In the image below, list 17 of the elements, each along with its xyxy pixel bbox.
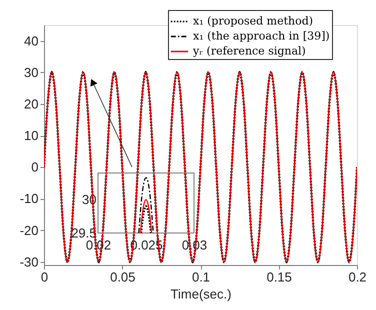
y-tick-label: 20 bbox=[24, 96, 38, 112]
x-tick-label: 0.2 bbox=[348, 270, 367, 284]
y-tick-label: -30 bbox=[20, 254, 38, 270]
x-tick-label: 0 bbox=[40, 270, 48, 284]
y-tick-label: 30 bbox=[24, 64, 38, 80]
y-tick-label: 10 bbox=[24, 128, 38, 144]
x-tick-label: 0.1 bbox=[192, 270, 210, 284]
legend-label: x₁ (proposed method) bbox=[193, 14, 314, 28]
y-tick-label: -10 bbox=[20, 191, 38, 206]
y-tick-label: 0 bbox=[31, 160, 38, 175]
y-tick-label: 40 bbox=[24, 33, 38, 48]
x-tick-label: 0.15 bbox=[266, 270, 292, 284]
x-tick-label: 0.05 bbox=[110, 270, 136, 284]
y-tick-label: -20 bbox=[20, 222, 38, 238]
legend-label: x₁ (the approach in [39]) bbox=[193, 30, 330, 42]
legend-label: yᵣ (reference signal) bbox=[192, 44, 306, 58]
x-axis-title: Time(sec.) bbox=[170, 286, 232, 302]
